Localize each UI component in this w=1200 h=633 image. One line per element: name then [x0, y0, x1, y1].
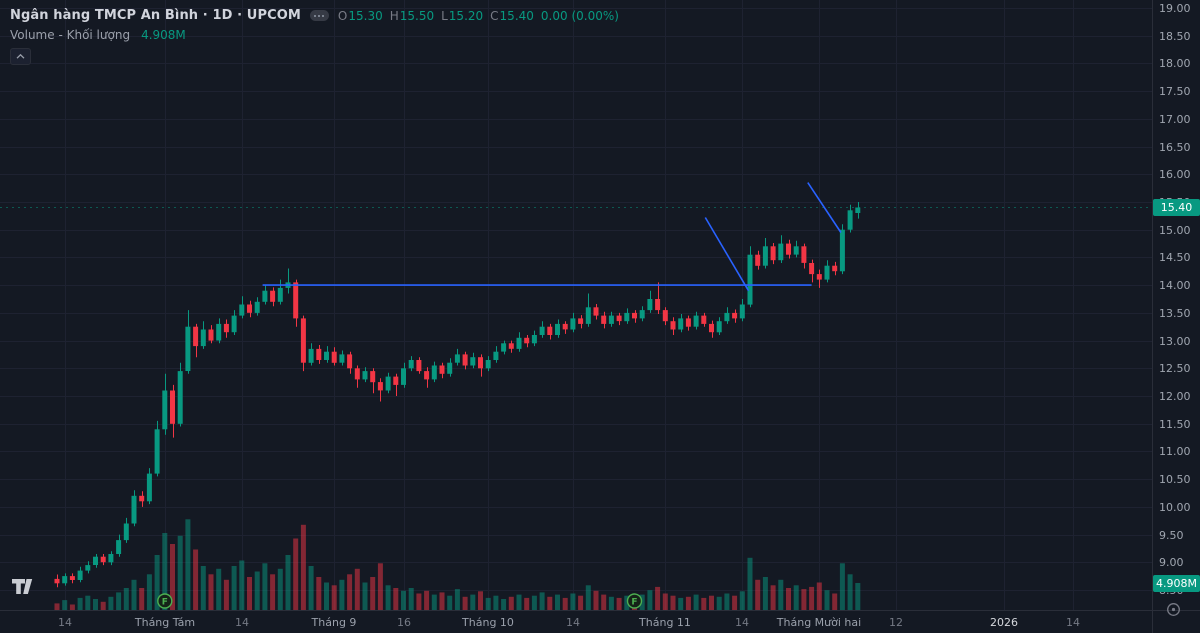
legend-symbol-row: Ngân hàng TMCP An Bình · 1D · UPCOM O15.… — [10, 6, 619, 25]
symbol-title[interactable]: Ngân hàng TMCP An Bình · 1D · UPCOM — [10, 8, 301, 23]
time-axis-label: 14 — [1066, 616, 1080, 629]
legend-indicator-row: Volume - Khối lượng 4.908M — [10, 25, 619, 44]
price-axis-label: 17.50 — [1159, 85, 1191, 98]
time-axis-label: 14 — [735, 616, 749, 629]
price-axis-label: 12.50 — [1159, 362, 1191, 375]
indicator-value: 4.908M — [141, 27, 186, 42]
ohlc-open: O15.30 — [337, 8, 383, 23]
ohlc-close: C15.40 — [490, 8, 534, 23]
price-axis[interactable]: 19.0018.5018.0017.5017.0016.5016.0015.50… — [1152, 0, 1200, 633]
ellipsis-icon — [322, 14, 325, 17]
price-axis-label: 10.00 — [1159, 501, 1191, 514]
event-flag-icon[interactable]: F — [626, 593, 643, 609]
price-axis-label: 19.00 — [1159, 2, 1191, 15]
time-axis-label: Tháng Mười hai — [776, 616, 862, 629]
legend-more-button[interactable] — [309, 10, 329, 21]
price-axis-label: 9.00 — [1159, 556, 1184, 569]
price-axis-label: 16.00 — [1159, 168, 1191, 181]
time-axis[interactable]: 14 Tháng Tám 14 Tháng 9 16 Tháng 10 14 Tháng 11… — [0, 610, 1200, 633]
chevron-up-icon — [16, 53, 25, 59]
time-axis-label: 14 — [58, 616, 72, 629]
time-axis-label: Tháng 11 — [639, 616, 691, 629]
volume-series — [54, 519, 861, 611]
price-axis-label: 11.50 — [1159, 418, 1191, 431]
time-axis-label: 16 — [397, 616, 411, 629]
ellipsis-icon — [314, 14, 317, 17]
price-axis-label: 14.00 — [1159, 279, 1191, 292]
svg-text:F: F — [631, 598, 637, 608]
price-axis-label: 15.00 — [1159, 224, 1191, 237]
ohlc-low: L15.20 — [441, 8, 484, 23]
trendline-drawings[interactable] — [262, 182, 842, 292]
time-axis-label: 14 — [235, 616, 249, 629]
time-axis-label: Tháng Tám — [134, 616, 196, 629]
ohlc-readout: O15.30 H15.50 L15.20 C15.40 0.00 (0.00%) — [338, 9, 619, 23]
price-axis-label: 18.00 — [1159, 57, 1191, 70]
ellipsis-icon — [318, 14, 321, 17]
time-axis-label: 2026 — [990, 616, 1018, 629]
target-circle-icon — [1167, 603, 1180, 616]
price-axis-label: 10.50 — [1159, 473, 1191, 486]
time-axis-label: 12 — [889, 616, 903, 629]
time-axis-label: Tháng 9 — [311, 616, 357, 629]
tradingview-logo[interactable] — [12, 579, 36, 598]
price-axis-label: 9.50 — [1159, 529, 1184, 542]
legend-collapse-button[interactable] — [10, 48, 31, 65]
ohlc-high: H15.50 — [389, 8, 435, 23]
price-axis-label: 13.00 — [1159, 335, 1191, 348]
volume-badge: 4.908M — [1153, 575, 1200, 592]
price-axis-label: 16.50 — [1159, 141, 1191, 154]
price-axis-label: 18.50 — [1159, 30, 1191, 43]
scale-settings-icon[interactable] — [1166, 602, 1181, 621]
tradingview-logo-icon — [12, 579, 33, 594]
change-value: 0.00 (0.00%) — [540, 8, 619, 23]
indicator-name[interactable]: Volume - Khối lượng — [10, 27, 131, 42]
time-axis-label: Tháng 10 — [462, 616, 514, 629]
event-flag-icon[interactable]: F — [157, 593, 173, 609]
price-axis-label: 11.00 — [1159, 445, 1191, 458]
legend: Ngân hàng TMCP An Bình · 1D · UPCOM O15.… — [10, 6, 619, 65]
price-axis-label: 12.00 — [1159, 390, 1191, 403]
last-price-badge: 15.40 — [1153, 199, 1200, 216]
price-axis-label: 13.50 — [1159, 307, 1191, 320]
price-axis-label: 14.50 — [1159, 251, 1191, 264]
price-axis-label: 17.00 — [1159, 113, 1191, 126]
svg-text:F: F — [162, 598, 168, 608]
candlestick-series — [54, 202, 861, 588]
time-axis-label: 14 — [566, 616, 580, 629]
